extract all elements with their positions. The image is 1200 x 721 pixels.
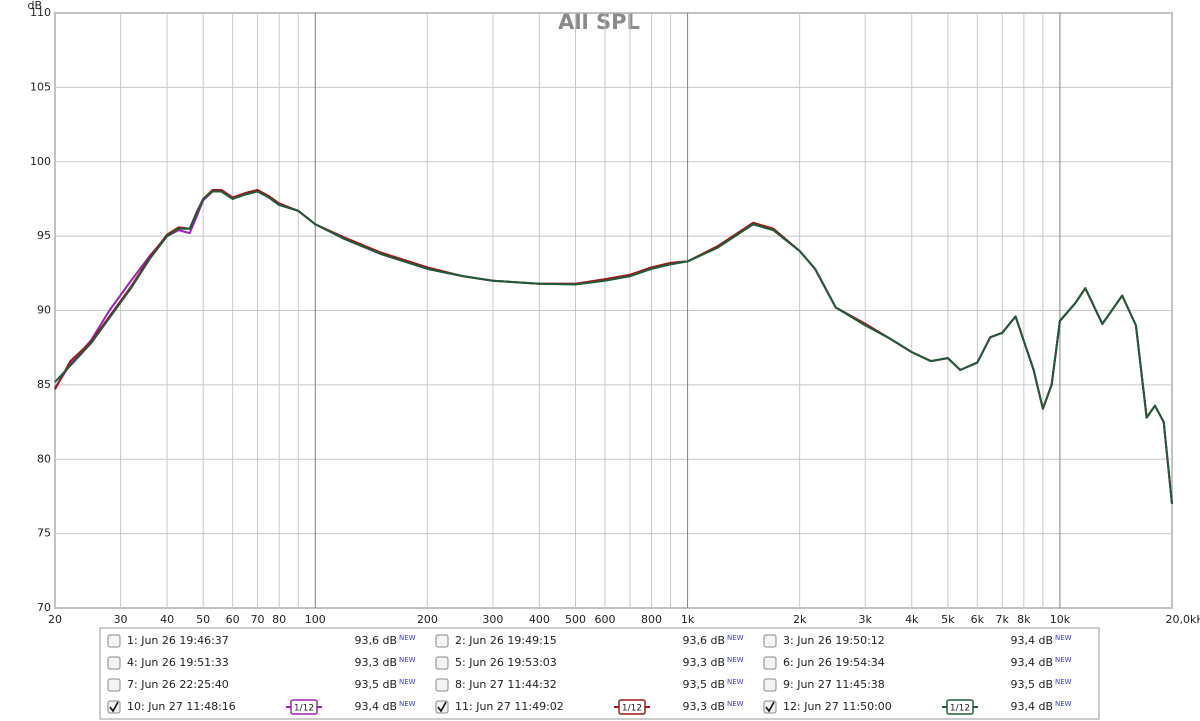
legend-label: 4: Jun 26 19:51:33 <box>127 656 229 669</box>
legend-label: 6: Jun 26 19:54:34 <box>783 656 885 669</box>
x-tick-label: 10k <box>1050 613 1071 626</box>
smoothing-box <box>946 699 974 715</box>
y-tick-label: 100 <box>30 155 51 168</box>
x-tick-label: 5k <box>941 613 955 626</box>
x-tick-label: 4k <box>905 613 919 626</box>
legend-level: 93,4 dB <box>1010 634 1053 647</box>
legend-level: 93,5 dB <box>682 678 725 691</box>
checkbox[interactable] <box>107 678 121 692</box>
x-tick-label: 80 <box>272 613 286 626</box>
x-tick-label: 3k <box>859 613 873 626</box>
legend-label: 11: Jun 27 11:49:02 <box>455 700 564 713</box>
legend-level: 93,4 dB <box>354 700 397 713</box>
legend-label: 1: Jun 26 19:46:37 <box>127 634 229 647</box>
legend-badge: NEW <box>1055 656 1072 664</box>
x-tick-label: 600 <box>594 613 615 626</box>
legend-badge: NEW <box>727 678 744 686</box>
checkbox[interactable] <box>763 634 777 648</box>
x-tick-label: 500 <box>565 613 586 626</box>
y-tick-label: 95 <box>37 229 51 242</box>
x-tick-label: 8k <box>1017 613 1031 626</box>
checkbox[interactable] <box>763 678 777 692</box>
legend-label: 8: Jun 27 11:44:32 <box>455 678 557 691</box>
checkbox[interactable] <box>763 656 777 670</box>
legend-badge: NEW <box>1055 678 1072 686</box>
legend-badge: NEW <box>727 656 744 664</box>
legend-label: 9: Jun 27 11:45:38 <box>783 678 885 691</box>
x-tick-label: 70 <box>251 613 265 626</box>
checkbox[interactable] <box>107 656 121 670</box>
y-tick-label: 70 <box>37 601 51 614</box>
legend-label: 7: Jun 26 22:25:40 <box>127 678 229 691</box>
x-tick-label: 30 <box>114 613 128 626</box>
checkbox[interactable] <box>435 634 449 648</box>
smoothing-label: 1/12 <box>294 704 314 714</box>
legend-badge: NEW <box>1055 634 1072 642</box>
legend-level: 93,5 dB <box>1010 678 1053 691</box>
x-tick-label: 100 <box>305 613 326 626</box>
smoothing-label: 1/12 <box>622 704 642 714</box>
smoothing-box <box>290 699 318 715</box>
legend-level: 93,3 dB <box>682 656 725 669</box>
x-tick-label: 200 <box>417 613 438 626</box>
x-tick-label: 20,0kHz <box>1166 613 1200 626</box>
y-unit: dB <box>27 0 42 12</box>
x-tick-label: 6k <box>971 613 985 626</box>
smoothing-box <box>618 699 646 715</box>
legend-badge: NEW <box>727 700 744 708</box>
curve <box>54 190 1173 504</box>
legend-label: 10: Jun 27 11:48:16 <box>127 700 236 713</box>
x-tick-label: 50 <box>196 613 210 626</box>
y-tick-label: 110 <box>30 6 51 19</box>
legend-label: 5: Jun 26 19:53:03 <box>455 656 557 669</box>
legend-badge: NEW <box>399 700 416 708</box>
y-tick-label: 90 <box>37 304 51 317</box>
x-tick-label: 20 <box>48 613 62 626</box>
y-tick-label: 75 <box>37 527 51 540</box>
legend-label: 12: Jun 27 11:50:00 <box>783 700 892 713</box>
smoothing-label: 1/12 <box>950 704 970 714</box>
legend-badge: NEW <box>399 656 416 664</box>
checkbox[interactable] <box>435 678 449 692</box>
x-tick-label: 7k <box>996 613 1010 626</box>
legend-level: 93,3 dB <box>354 656 397 669</box>
legend-badge: NEW <box>399 634 416 642</box>
x-tick-label: 60 <box>226 613 240 626</box>
x-tick-label: 40 <box>160 613 174 626</box>
chart-title: All SPL <box>558 10 640 34</box>
legend-level: 93,6 dB <box>354 634 397 647</box>
check-mark <box>765 701 775 713</box>
x-tick-label: 800 <box>641 613 662 626</box>
checkbox[interactable] <box>107 634 121 648</box>
check-mark <box>437 701 447 713</box>
legend-badge: NEW <box>399 678 416 686</box>
y-tick-label: 105 <box>30 80 51 93</box>
legend-badge: NEW <box>727 634 744 642</box>
legend-level: 93,6 dB <box>682 634 725 647</box>
legend-level: 93,3 dB <box>682 700 725 713</box>
legend-panel <box>99 627 1100 720</box>
legend-level: 93,5 dB <box>354 678 397 691</box>
x-tick-label: 2k <box>793 613 807 626</box>
x-tick-label: 300 <box>482 613 503 626</box>
legend-label: 2: Jun 26 19:49:15 <box>455 634 557 647</box>
legend-label: 3: Jun 26 19:50:12 <box>783 634 885 647</box>
legend-badge: NEW <box>1055 700 1072 708</box>
y-tick-label: 85 <box>37 378 51 391</box>
legend-level: 93,4 dB <box>1010 656 1053 669</box>
check-mark <box>109 701 119 713</box>
x-tick-label: 1k <box>681 613 695 626</box>
legend-level: 93,4 dB <box>1010 700 1053 713</box>
checkbox[interactable] <box>435 656 449 670</box>
y-tick-label: 80 <box>37 452 51 465</box>
x-tick-label: 400 <box>529 613 550 626</box>
